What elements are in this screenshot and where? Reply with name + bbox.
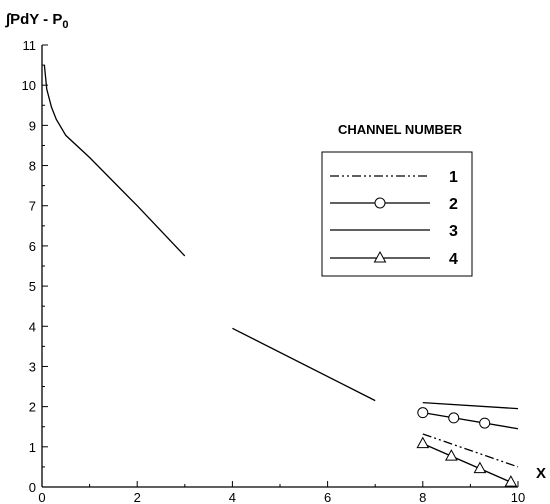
x-tick-label: 6: [324, 490, 331, 504]
x-tick-label: 8: [419, 490, 426, 504]
series-2-marker: [479, 417, 491, 429]
series-2-marker: [448, 412, 460, 424]
legend-label-2: 2: [449, 196, 458, 213]
x-tick-label: 4: [229, 490, 236, 504]
y-tick-label: 8: [29, 159, 36, 174]
y-tick-label: 10: [22, 78, 36, 93]
series-2-marker: [417, 407, 429, 419]
series-1-line: [422, 433, 519, 468]
y-tick-label: 0: [29, 480, 36, 495]
y-tick-label: 2: [29, 400, 36, 415]
x-axis-title: X: [536, 465, 546, 482]
curve-segment: [232, 327, 376, 402]
legend-label-3: 3: [449, 223, 458, 240]
legend-label-4: 4: [449, 251, 458, 268]
x-tick-label: 2: [134, 490, 141, 504]
x-tick-label: 0: [38, 490, 45, 504]
series-4-marker: [445, 449, 458, 461]
y-axis-title-subscript: 0: [62, 19, 68, 31]
y-tick-label: 9: [29, 118, 36, 133]
series-layer: [43, 65, 519, 487]
x-tick-label: 10: [511, 490, 525, 504]
series-4-marker: [416, 436, 430, 449]
legend-marker-2: [374, 197, 386, 209]
y-tick-label: 7: [29, 199, 36, 214]
series-4-marker: [504, 475, 518, 487]
y-axis-title-main: ∫PdY - P: [5, 11, 62, 28]
legend-box: [321, 151, 473, 277]
y-tick-label: 6: [29, 239, 36, 254]
series-4-marker: [473, 461, 487, 474]
y-tick-label: 3: [29, 359, 36, 374]
y-axis-title: ∫PdY - P0: [5, 11, 68, 31]
y-tick-label: 1: [29, 440, 36, 455]
curve-segment: [43, 65, 186, 257]
series-4-line: [422, 443, 512, 483]
series-2-line: [422, 412, 519, 430]
legend: CHANNEL NUMBER 1 2 3 4: [321, 122, 473, 277]
axes: 0 1 2 3 4 5 6 7 8 9 10 11 0 2 4 6 8 10: [22, 38, 526, 504]
legend-title: CHANNEL NUMBER: [338, 122, 463, 137]
series-3-line: [422, 401, 519, 410]
y-tick-label: 11: [23, 38, 37, 53]
y-tick-label: 4: [29, 319, 36, 334]
legend-marker-4: [373, 250, 387, 263]
y-tick-label: 5: [29, 279, 36, 294]
legend-label-1: 1: [449, 169, 458, 186]
